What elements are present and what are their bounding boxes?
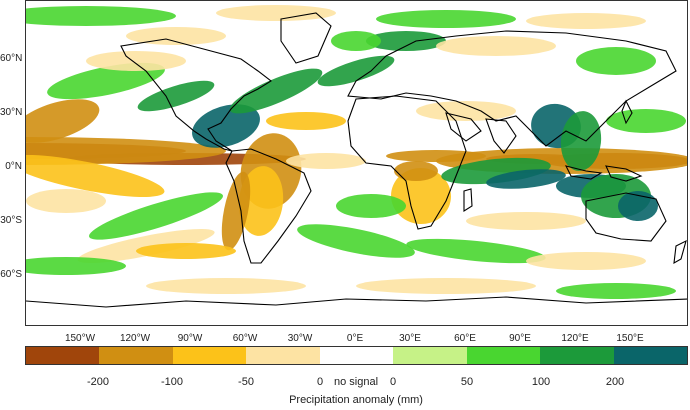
- colorbar-label: -200: [86, 376, 110, 388]
- anomaly-patch: [317, 55, 395, 87]
- anomaly-patch: [89, 192, 223, 240]
- anomaly-patch: [216, 5, 336, 21]
- anomaly-patch: [146, 278, 306, 294]
- anomaly-patch: [286, 153, 366, 169]
- anomaly-patch: [606, 109, 686, 133]
- anomaly-patch: [394, 161, 438, 181]
- anomaly-patch: [137, 80, 215, 112]
- anomaly-patch: [136, 243, 236, 259]
- coastline: [673, 239, 687, 265]
- coastline: [605, 165, 643, 182]
- colorbar-segment: [319, 347, 394, 364]
- colorbar-segment: [613, 347, 687, 364]
- lon-label-90e: 90°E: [509, 333, 531, 344]
- anomaly-patch: [466, 212, 586, 230]
- anomaly-patch: [26, 137, 226, 165]
- anomaly-patch: [26, 6, 176, 26]
- coastline: [347, 95, 467, 230]
- colorbar-segment: [99, 347, 173, 364]
- anomaly-patch: [47, 62, 165, 100]
- lon-label-150e: 150°E: [616, 333, 644, 344]
- lon-label-30w: 30°W: [287, 333, 313, 344]
- colorbar-segment: [393, 347, 467, 364]
- anomaly-patch: [331, 31, 381, 51]
- lon-label-150w: 150°W: [64, 333, 96, 344]
- coastline: [621, 99, 633, 125]
- coastline: [225, 148, 312, 264]
- colorbar-label: no signal: [333, 376, 379, 388]
- colorbar-segment: [540, 347, 614, 364]
- coastline: [463, 188, 473, 212]
- coastline: [445, 112, 482, 142]
- anomaly-patch: [126, 27, 226, 45]
- coastline: [564, 165, 603, 180]
- anomaly-patch: [26, 155, 165, 197]
- anomaly-patch: [229, 68, 323, 114]
- lat-label-30s: 30°S: [0, 215, 22, 226]
- lon-label-30e: 30°E: [399, 333, 421, 344]
- coastlines: [26, 12, 687, 308]
- colorbar-label: 100: [531, 376, 551, 388]
- anomaly-patch: [526, 252, 646, 270]
- anomaly-patch: [406, 238, 546, 264]
- anomaly-patch: [86, 51, 186, 71]
- lon-label-90w: 90°W: [177, 333, 203, 344]
- anomaly-patch: [77, 228, 215, 264]
- anomaly-patch: [386, 150, 486, 162]
- anomaly-patch: [560, 111, 602, 171]
- anomaly-patch: [366, 31, 446, 51]
- lon-label-0e: 0°E: [346, 333, 364, 344]
- anomaly-patch: [26, 99, 100, 143]
- lat-label-30n: 30°N: [0, 107, 23, 118]
- anomaly-patch: [26, 257, 126, 275]
- anomaly-patch: [26, 189, 106, 213]
- lon-label-120w: 120°W: [119, 333, 151, 344]
- anomaly-patch: [297, 224, 415, 258]
- anomaly-patch: [526, 13, 646, 29]
- coastline: [347, 30, 677, 147]
- anomaly-patch: [486, 169, 566, 189]
- anomaly-patch: [576, 47, 656, 75]
- lon-label-60e: 60°E: [454, 333, 476, 344]
- lon-label-120e: 120°E: [561, 333, 589, 344]
- coastline: [120, 38, 272, 152]
- map-canvas: [26, 5, 687, 308]
- lat-label-60s: 60°S: [0, 269, 22, 280]
- lon-label-60w: 60°W: [232, 333, 258, 344]
- lat-label-0n: 0°N: [5, 161, 22, 172]
- colorbar-segment: [246, 347, 320, 364]
- lat-label-60n: 60°N: [0, 53, 23, 64]
- anomaly-patch: [238, 166, 284, 236]
- colorbar-segment: [26, 347, 100, 364]
- anomaly-patch: [192, 104, 260, 148]
- colorbar-label: 0: [316, 376, 324, 388]
- colorbar-label: 0: [389, 376, 397, 388]
- colorbar-segment: [466, 347, 541, 364]
- colorbar-label: -100: [160, 376, 184, 388]
- anomaly-patch: [266, 112, 346, 130]
- anomaly-patch: [356, 278, 536, 294]
- coastline: [26, 296, 687, 308]
- anomaly-patch: [336, 194, 406, 218]
- anomaly-patch: [556, 283, 676, 299]
- coastline: [485, 118, 517, 154]
- colorbar: [25, 346, 688, 365]
- colorbar-title: Precipitation anomaly (mm): [289, 394, 423, 406]
- anomaly-patch: [221, 171, 251, 251]
- anomaly-patch: [618, 191, 658, 221]
- colorbar-label: -50: [238, 376, 254, 388]
- colorbar-segment: [172, 347, 247, 364]
- colorbar-label: 50: [460, 376, 474, 388]
- coastline: [585, 192, 667, 242]
- anomaly-field: [26, 5, 687, 299]
- anomaly-patch: [376, 10, 516, 28]
- coastline: [280, 12, 332, 64]
- anomaly-patch: [436, 36, 556, 56]
- precipitation-map: [25, 0, 688, 326]
- colorbar-label: 200: [605, 376, 625, 388]
